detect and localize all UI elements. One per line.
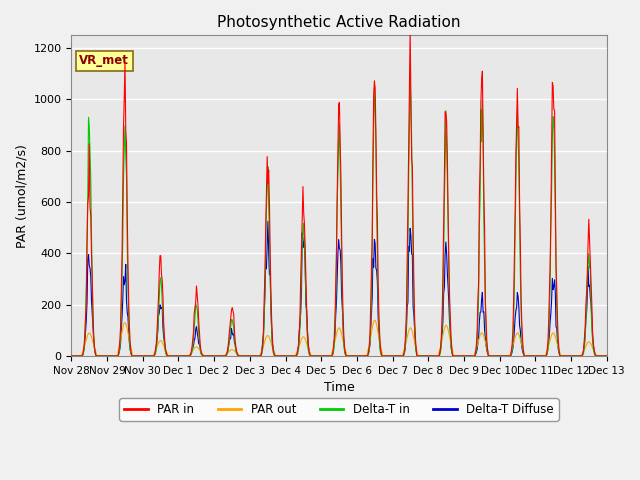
Text: VR_met: VR_met xyxy=(79,54,129,67)
X-axis label: Time: Time xyxy=(324,381,355,394)
Title: Photosynthetic Active Radiation: Photosynthetic Active Radiation xyxy=(218,15,461,30)
Legend: PAR in, PAR out, Delta-T in, Delta-T Diffuse: PAR in, PAR out, Delta-T in, Delta-T Dif… xyxy=(119,398,559,420)
Y-axis label: PAR (umol/m2/s): PAR (umol/m2/s) xyxy=(15,144,28,248)
